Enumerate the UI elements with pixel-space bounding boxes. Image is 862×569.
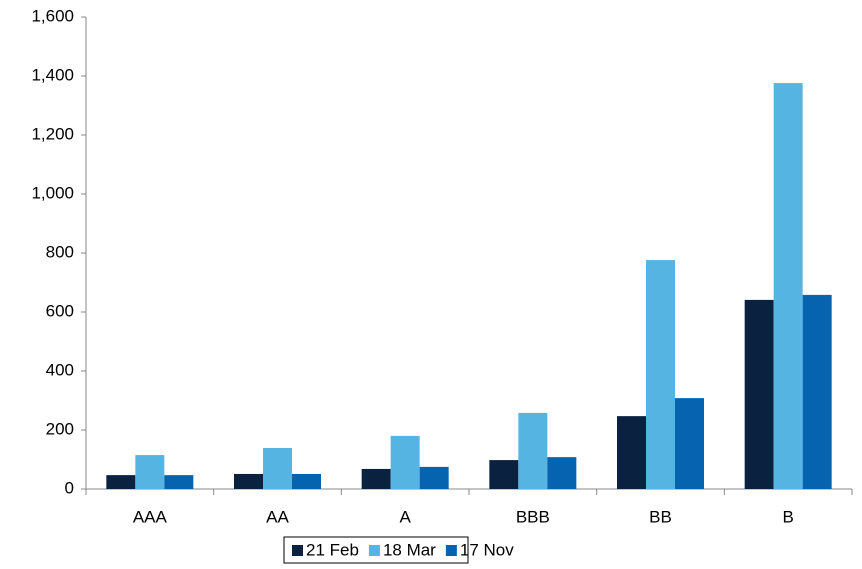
bar xyxy=(617,416,646,489)
x-tick-label: B xyxy=(782,507,793,526)
legend-label: 18 Mar xyxy=(383,540,436,559)
x-tick-label: AA xyxy=(266,507,289,526)
y-tick-label: 800 xyxy=(46,242,74,261)
bar xyxy=(518,412,548,489)
x-tick-label: AAA xyxy=(133,507,168,526)
y-tick-label: 1,400 xyxy=(31,65,74,84)
y-tick-label: 200 xyxy=(46,419,74,438)
bar xyxy=(419,466,449,489)
bar xyxy=(361,468,391,489)
bar xyxy=(263,447,292,489)
legend-swatch xyxy=(368,545,380,556)
bar xyxy=(106,475,136,489)
bar xyxy=(390,435,420,489)
legend-label: 17 Nov xyxy=(460,540,514,559)
bar xyxy=(802,294,832,489)
bar xyxy=(292,473,321,489)
y-tick-label: 600 xyxy=(46,301,74,320)
x-tick-label: BB xyxy=(649,507,672,526)
y-tick-label: 400 xyxy=(46,360,74,379)
legend-label: 21 Feb xyxy=(306,540,359,559)
bar xyxy=(675,398,704,489)
x-tick-label: BBB xyxy=(516,507,550,526)
y-tick-label: 1,000 xyxy=(31,183,74,202)
x-tick-label: A xyxy=(399,507,411,526)
bar xyxy=(646,260,675,489)
bar xyxy=(744,299,774,489)
bar xyxy=(489,460,519,489)
legend-swatch xyxy=(445,545,457,556)
y-tick-label: 0 xyxy=(65,478,74,497)
legend-box xyxy=(283,536,469,564)
legend-swatch xyxy=(292,545,303,556)
y-tick-label: 1,200 xyxy=(31,124,74,143)
bar xyxy=(164,475,194,489)
bar xyxy=(234,473,263,489)
bar xyxy=(135,455,165,489)
y-tick-label: 1,600 xyxy=(31,6,74,25)
bar xyxy=(547,457,577,489)
bar xyxy=(773,83,803,489)
